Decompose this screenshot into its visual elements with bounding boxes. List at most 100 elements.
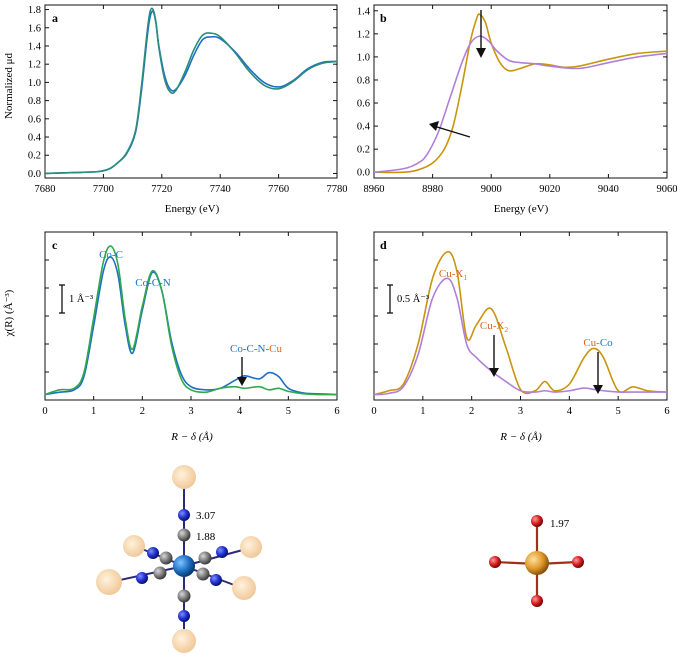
x-tick-label: 1 xyxy=(420,406,425,417)
series-line xyxy=(44,10,338,175)
plot-frame xyxy=(44,231,338,401)
y-tick-label: 0.4 xyxy=(357,122,371,133)
panel-label-b: b xyxy=(380,11,387,25)
annotation-co-c-n-cu: Co-C-N-Cu xyxy=(230,343,282,355)
x-tick-label: 7680 xyxy=(35,184,56,195)
y-tick-label: 1.8 xyxy=(28,5,41,16)
y-tick-label: 0.2 xyxy=(28,151,41,162)
nitrogen-atom xyxy=(178,509,190,521)
annotation-co-c-n: Co-C-N xyxy=(135,277,171,289)
annotation-cu-co-prefix: Cu- xyxy=(583,337,600,349)
cobalt-atom xyxy=(173,555,195,577)
annotation-co-c-n-cu-prefix: Co-C-N- xyxy=(230,343,269,355)
annotation-cu-x1-sub: 1 xyxy=(463,273,467,282)
x-tick-label: 4 xyxy=(237,406,243,417)
axis-label-a-y: Normalized μd xyxy=(3,52,15,119)
carbon-atom xyxy=(198,551,212,565)
x-tick-label: 7780 xyxy=(327,184,348,195)
x-tick-label: 2 xyxy=(140,406,145,417)
x-tick-label: 0 xyxy=(42,406,47,417)
y-tick-label: 0.0 xyxy=(28,169,41,180)
arrow-b-down xyxy=(476,10,486,58)
x-tick-label: 1 xyxy=(91,406,96,417)
series-line xyxy=(44,7,338,175)
panel-a: 7680 7700 7720 7740 7760 7780 0.0 0.2 0.4 0.6 0.8 1… xyxy=(28,4,348,195)
nitrogen-atom xyxy=(136,572,148,584)
scale-bar-d-label: 0.5 Å⁻³ xyxy=(397,293,429,305)
x-tick-label: 9000 xyxy=(481,184,502,195)
y-tick-label: 0.6 xyxy=(28,114,41,125)
ghost-atom xyxy=(232,576,256,600)
panel-b: 8960 8980 9000 9020 9040 9060 0.0 0.2 0.4 0.6 0.8 1… xyxy=(357,4,678,195)
axis-label-c-y: χ(R) (Å⁻³) xyxy=(3,289,15,337)
series-line xyxy=(373,13,668,174)
x-tick-label: 8960 xyxy=(364,184,385,195)
panel-label-a: a xyxy=(52,11,58,25)
y-tick-label: 1.0 xyxy=(28,78,41,89)
y-tick-label: 0.6 xyxy=(357,99,370,110)
x-tick-label: 6 xyxy=(334,406,339,417)
y-tick-label: 1.4 xyxy=(28,41,42,52)
x-tick-label: 4 xyxy=(567,406,573,417)
axis-label-b-x: Energy (eV) xyxy=(494,203,549,215)
oxygen-atom xyxy=(572,556,584,568)
copper-atom xyxy=(525,551,549,575)
ghost-atom xyxy=(172,465,196,489)
y-tick-label: 0.2 xyxy=(357,145,370,156)
arrow-c-down xyxy=(237,357,247,386)
nitrogen-atom xyxy=(210,574,222,586)
annotation-cu-x2-sub: 2 xyxy=(504,325,508,334)
annotation-co-c-n-cu-suffix: Cu xyxy=(269,343,282,355)
plot-frame xyxy=(373,4,668,179)
y-tick-label: 0.8 xyxy=(357,75,370,86)
x-tick-label: 7740 xyxy=(210,184,231,195)
annotation-cu-x1-base: Cu-X xyxy=(439,268,464,280)
series-line xyxy=(373,35,668,174)
ghost-atom xyxy=(172,629,196,653)
x-tick-label: 3 xyxy=(518,406,523,417)
carbon-atom xyxy=(177,528,191,542)
panel-label-d: d xyxy=(380,238,387,252)
x-tick-label: 5 xyxy=(286,406,291,417)
y-tick-label: 1.6 xyxy=(28,23,41,34)
arrow-d-cuco xyxy=(593,352,603,394)
x-tick-label: 8980 xyxy=(422,184,443,195)
y-tick-label: 1.2 xyxy=(357,29,370,40)
distance-label-inner: 1.88 xyxy=(196,531,216,543)
annotation-cu-x2: Cu-X2 xyxy=(480,320,508,334)
x-tick-label: 7700 xyxy=(93,184,114,195)
y-tick-label: 1.2 xyxy=(28,60,41,71)
scale-bar-c xyxy=(59,284,65,314)
series-line xyxy=(373,250,668,396)
distance-label-cu: 1.97 xyxy=(550,518,570,530)
axis-label-a-x: Energy (eV) xyxy=(165,203,220,215)
scale-bar-c-label: 1 Å⁻³ xyxy=(69,293,93,305)
y-tick-label: 0.0 xyxy=(357,168,370,179)
x-tick-label: 2 xyxy=(469,406,474,417)
panel-d: 0 1 2 3 4 5 6 xyxy=(371,231,670,417)
ghost-atom xyxy=(123,535,145,557)
scale-bar-d xyxy=(387,284,393,314)
x-tick-label: 9060 xyxy=(657,184,678,195)
nitrogen-atom xyxy=(216,546,228,558)
plot-frame xyxy=(44,4,338,179)
plot-frame xyxy=(373,231,668,401)
y-tick-label: 0.4 xyxy=(28,133,42,144)
x-tick-label: 7720 xyxy=(151,184,172,195)
annotation-cu-co-suffix: Co xyxy=(600,337,613,349)
molecule-cu-complex: 1.97 xyxy=(489,515,584,607)
x-tick-label: 3 xyxy=(188,406,193,417)
axis-label-c-x: R − δ (Å) xyxy=(170,431,213,443)
x-tick-label: 0 xyxy=(371,406,376,417)
annotation-cu-x1: Cu-X1 xyxy=(439,268,467,282)
carbon-atom xyxy=(196,567,210,581)
x-tick-label: 9020 xyxy=(539,184,560,195)
series-line xyxy=(373,277,667,396)
y-tick-label: 0.8 xyxy=(28,96,41,107)
panel-c: 0 1 2 3 4 5 6 xyxy=(42,231,340,417)
series-line xyxy=(44,256,338,396)
series-line xyxy=(44,245,338,396)
axis-label-d-x: R − δ (Å) xyxy=(499,431,542,443)
oxygen-atom xyxy=(531,515,543,527)
y-tick-label: 1.4 xyxy=(357,6,371,17)
